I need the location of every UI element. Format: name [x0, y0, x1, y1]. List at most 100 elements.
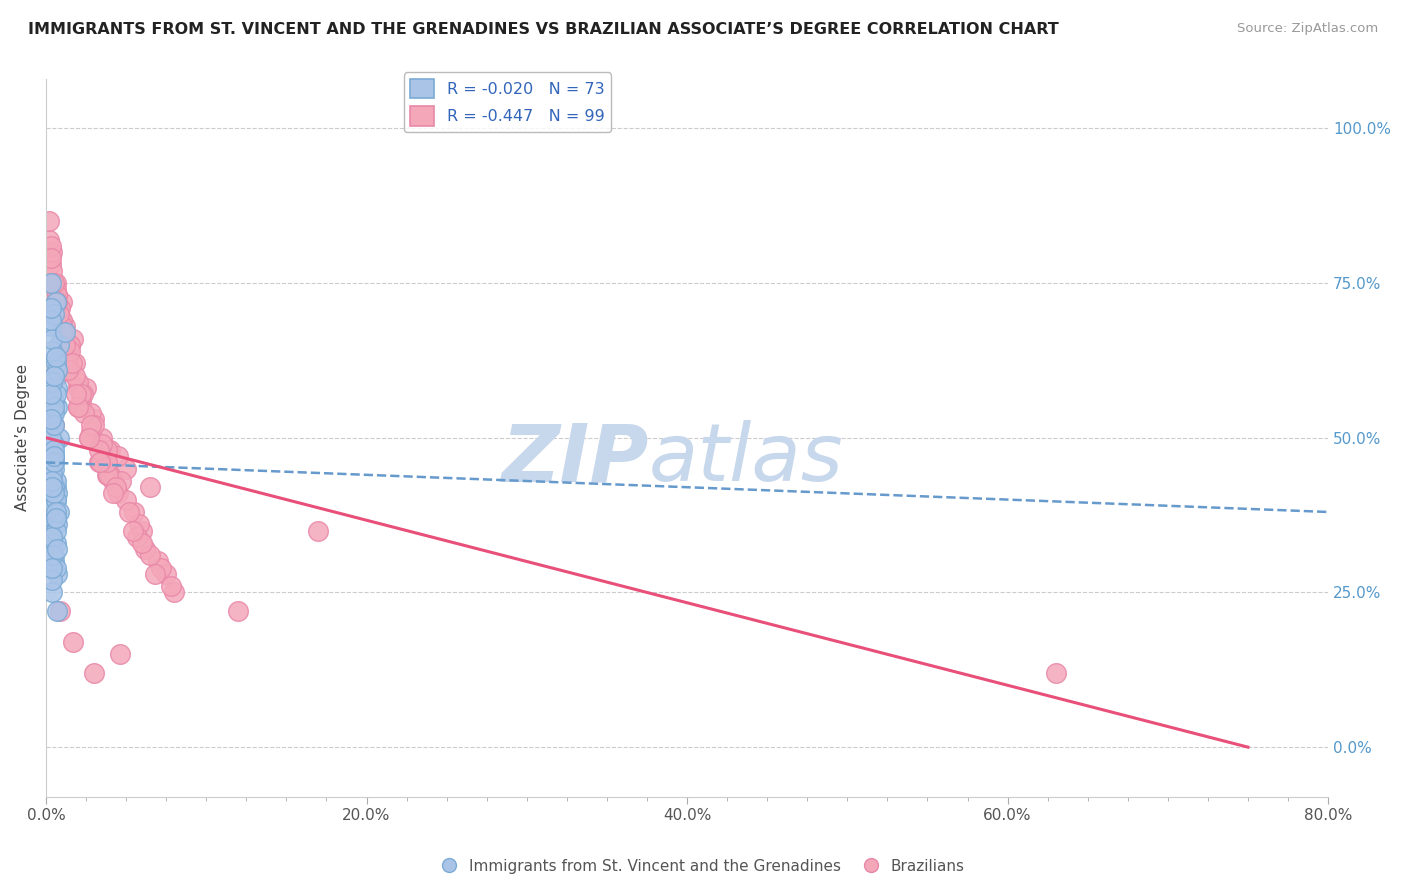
Point [121, 524, 143, 538]
Point [45, 356, 67, 370]
Point [39, 251, 62, 265]
Point [143, 566, 166, 581]
Point [39, 313, 62, 327]
Point [42, 400, 65, 414]
Text: Source: ZipAtlas.com: Source: ZipAtlas.com [1237, 22, 1378, 36]
Point [66, 400, 89, 414]
Point [39, 499, 62, 513]
Point [110, 474, 132, 488]
Point [66, 400, 89, 414]
Point [53, 338, 76, 352]
Point [39, 239, 62, 253]
Point [38, 214, 60, 228]
Point [46, 542, 69, 557]
Point [41, 480, 63, 494]
Point [41, 573, 63, 587]
Point [46, 362, 69, 376]
Point [80, 425, 103, 439]
Point [42, 549, 65, 563]
Point [46, 604, 69, 618]
Point [49, 301, 72, 315]
Text: atlas: atlas [648, 420, 844, 499]
Point [48, 505, 70, 519]
Point [51, 326, 73, 340]
Point [39, 257, 62, 271]
Point [146, 554, 169, 568]
Point [42, 461, 65, 475]
Point [46, 368, 69, 383]
Point [66, 381, 89, 395]
Point [307, 524, 329, 538]
Point [56, 356, 79, 370]
Point [98, 443, 121, 458]
Point [41, 474, 63, 488]
Point [83, 665, 105, 680]
Point [45, 350, 67, 364]
Point [58, 362, 80, 376]
Point [150, 560, 173, 574]
Point [80, 418, 103, 433]
Point [39, 387, 62, 401]
Point [41, 511, 63, 525]
Point [63, 356, 86, 370]
Point [46, 288, 69, 302]
Point [155, 566, 177, 581]
Point [42, 450, 65, 464]
Point [42, 418, 65, 433]
Point [83, 418, 105, 433]
Point [131, 536, 153, 550]
Point [45, 560, 67, 574]
Point [41, 418, 63, 433]
Point [41, 332, 63, 346]
Point [49, 604, 72, 618]
Point [45, 536, 67, 550]
Point [45, 294, 67, 309]
Point [42, 450, 65, 464]
Point [59, 344, 82, 359]
Point [42, 455, 65, 469]
Point [1045, 665, 1067, 680]
Point [46, 517, 69, 532]
Point [39, 301, 62, 315]
Legend: R = -0.020   N = 73, R = -0.447   N = 99: R = -0.020 N = 73, R = -0.447 N = 99 [404, 72, 612, 132]
Point [42, 393, 65, 408]
Point [62, 635, 84, 649]
Point [77, 431, 100, 445]
Point [42, 450, 65, 464]
Point [42, 276, 65, 290]
Point [42, 505, 65, 519]
Point [139, 480, 162, 494]
Point [39, 276, 62, 290]
Point [72, 387, 94, 401]
Point [42, 307, 65, 321]
Point [96, 467, 118, 482]
Point [52, 326, 75, 340]
Point [46, 381, 69, 395]
Point [131, 524, 153, 538]
Point [107, 450, 129, 464]
Point [45, 282, 67, 296]
Point [45, 492, 67, 507]
Point [53, 319, 76, 334]
Point [63, 368, 86, 383]
Point [70, 387, 93, 401]
Point [42, 437, 65, 451]
Point [48, 307, 70, 321]
Point [42, 480, 65, 494]
Point [96, 455, 118, 469]
Point [51, 319, 73, 334]
Point [42, 455, 65, 469]
Point [42, 486, 65, 500]
Point [59, 362, 82, 376]
Point [77, 431, 100, 445]
Point [103, 474, 125, 488]
Point [59, 338, 82, 352]
Point [107, 486, 129, 500]
Point [105, 480, 128, 494]
Point [65, 387, 87, 401]
Point [38, 233, 60, 247]
Point [42, 368, 65, 383]
Point [41, 245, 63, 260]
Legend: Immigrants from St. Vincent and the Grenadines, Brazilians: Immigrants from St. Vincent and the Gren… [434, 853, 972, 880]
Point [127, 530, 149, 544]
